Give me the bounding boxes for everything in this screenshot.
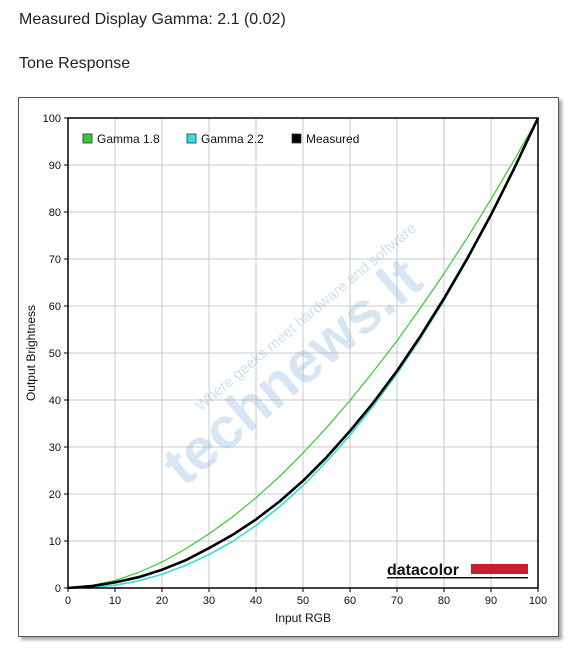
y-tick-label: 60 [49,301,61,313]
legend-label-measured: Measured [306,132,359,146]
y-tick-label: 80 [49,207,61,219]
x-tick-label: 0 [65,595,71,607]
tone-response-chart: technews.lt Where geeks meet hardware an… [24,113,548,625]
y-tick-label: 50 [49,348,61,360]
datacolor-logo-text: datacolor [387,562,459,579]
y-tick-label: 90 [49,160,61,172]
y-tick-label: 30 [49,442,61,454]
legend: Gamma 1.8 Gamma 2.2 Measured [82,132,359,146]
x-axis-title: Input RGB [275,611,331,625]
x-tick-label: 100 [529,595,547,607]
x-tick-label: 20 [156,595,168,607]
legend-swatch-gamma-1-8 [82,133,93,144]
x-tick-label: 40 [250,595,262,607]
y-tick-label: 10 [49,536,61,548]
datacolor-logo-bar [471,564,528,574]
chart-section-title: Tone Response [19,55,131,72]
y-axis-title: Output Brightness [24,305,38,401]
legend-label-gamma-2-2: Gamma 2.2 [201,132,264,146]
x-tick-label: 50 [297,595,309,607]
series-line-gamma-1-8 [67,117,539,589]
y-tick-label: 100 [43,113,61,125]
x-tick-label: 60 [344,595,356,607]
legend-swatch-gamma-2-2 [186,133,197,144]
x-tick-label: 80 [438,595,450,607]
series-line-measured [67,117,540,590]
x-tick-label: 90 [485,595,497,607]
legend-label-gamma-1-8: Gamma 1.8 [97,132,160,146]
datacolor-logo: datacolor [387,562,528,579]
y-tick-label: 0 [55,583,61,595]
y-tick-label: 70 [49,254,61,266]
y-tick-label: 40 [49,395,61,407]
page-title: Measured Display Gamma: 2.1 (0.02) [19,11,286,28]
series-layer [67,117,540,590]
legend-swatch-measured [291,133,302,144]
x-tick-label: 70 [391,595,403,607]
chart-panel: technews.lt Where geeks meet hardware an… [18,97,559,637]
grid [68,118,538,588]
datacolor-logo-underline [387,577,528,579]
x-tick-label: 10 [109,595,121,607]
y-tick-label: 20 [49,489,61,501]
ticks: 0 10 20 30 40 50 60 70 80 90 100 0 10 20 30 40 50 60 70 80 9… [43,113,548,607]
x-tick-label: 30 [203,595,215,607]
